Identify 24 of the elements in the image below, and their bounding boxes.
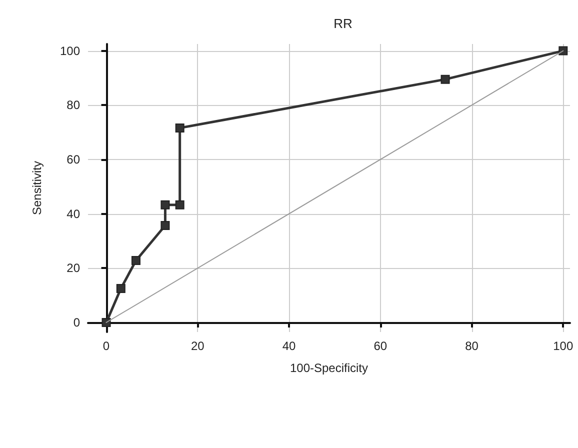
y-tick-label: 80 bbox=[66, 98, 80, 112]
y-tick-label: 100 bbox=[60, 44, 80, 58]
x-tick-label: 20 bbox=[190, 339, 205, 353]
chart-title: RR bbox=[334, 16, 352, 31]
point bbox=[116, 284, 126, 294]
x-tick-label: 60 bbox=[374, 339, 388, 353]
y-tick-label: 60 bbox=[66, 152, 80, 166]
y-tick-label: 40 bbox=[66, 206, 80, 221]
x-tick-label: 80 bbox=[465, 339, 479, 353]
point bbox=[160, 200, 170, 210]
x-axis-title: 100-Specificity bbox=[290, 361, 368, 375]
y-tick-label: 20 bbox=[66, 261, 80, 276]
point bbox=[175, 123, 184, 132]
point bbox=[440, 74, 450, 84]
point bbox=[131, 256, 140, 266]
point bbox=[102, 318, 111, 327]
x-tick-label: 40 bbox=[282, 339, 296, 353]
point bbox=[558, 46, 568, 56]
x-tick-label: 0 bbox=[102, 339, 110, 353]
y-axis-title: Sensitivity bbox=[30, 160, 44, 216]
y-tick-label: 0 bbox=[73, 315, 80, 330]
point bbox=[175, 200, 184, 210]
x-tick-label: 100 bbox=[553, 339, 574, 353]
point bbox=[160, 220, 170, 230]
